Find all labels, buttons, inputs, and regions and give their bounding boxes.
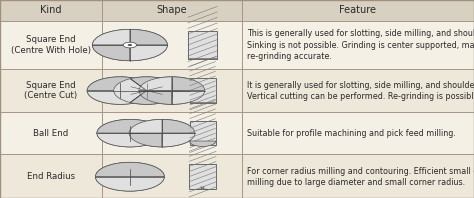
Wedge shape: [162, 133, 195, 147]
Text: Square End
(Centre Cut): Square End (Centre Cut): [24, 81, 78, 100]
Bar: [0, 112, 102, 154]
Wedge shape: [95, 162, 164, 177]
Wedge shape: [92, 29, 130, 45]
Text: End Radius: End Radius: [27, 172, 75, 181]
Text: Feature: Feature: [339, 5, 376, 15]
Wedge shape: [172, 90, 205, 104]
Wedge shape: [130, 45, 167, 61]
Circle shape: [95, 162, 164, 191]
Bar: [188, 31, 218, 59]
Bar: [242, 0, 474, 21]
Bar: [242, 154, 474, 198]
Wedge shape: [114, 79, 146, 103]
Bar: [0, 21, 102, 69]
Wedge shape: [95, 177, 164, 191]
Wedge shape: [97, 119, 163, 133]
Text: Ball End: Ball End: [33, 129, 69, 138]
Wedge shape: [87, 90, 153, 104]
Text: Suitable for profile machining and pick feed milling.: Suitable for profile machining and pick …: [247, 129, 456, 138]
Circle shape: [129, 119, 195, 147]
Wedge shape: [129, 119, 162, 133]
Wedge shape: [190, 141, 216, 147]
Wedge shape: [139, 90, 172, 104]
Wedge shape: [162, 119, 195, 133]
Circle shape: [128, 44, 132, 46]
Bar: [242, 21, 474, 69]
Wedge shape: [129, 133, 162, 147]
Bar: [188, 58, 218, 59]
Bar: [189, 164, 216, 189]
Bar: [190, 78, 216, 103]
Text: For corner radius milling and contouring. Efficient small corner radius
milling : For corner radius milling and contouring…: [247, 167, 474, 187]
Bar: [0, 69, 102, 112]
Text: This is generally used for slotting, side milling, and shoulder milling.
Sinking: This is generally used for slotting, sid…: [247, 30, 474, 61]
Circle shape: [123, 42, 137, 48]
Wedge shape: [130, 29, 167, 45]
Text: Kind: Kind: [40, 5, 62, 15]
Bar: [242, 69, 474, 112]
Text: Square End
(Centre With Hole): Square End (Centre With Hole): [11, 35, 91, 55]
Bar: [102, 69, 242, 112]
Wedge shape: [92, 45, 130, 61]
Bar: [102, 0, 242, 21]
Bar: [190, 121, 216, 145]
Circle shape: [87, 77, 153, 104]
Bar: [102, 154, 242, 198]
Bar: [0, 154, 102, 198]
Circle shape: [139, 77, 205, 104]
Wedge shape: [87, 77, 153, 90]
Bar: [102, 21, 242, 69]
Wedge shape: [97, 133, 163, 147]
Wedge shape: [130, 77, 180, 90]
Wedge shape: [172, 77, 205, 90]
Bar: [242, 112, 474, 154]
Bar: [190, 102, 216, 103]
Circle shape: [114, 77, 180, 104]
Wedge shape: [139, 77, 172, 90]
Text: Shape: Shape: [156, 5, 187, 15]
Bar: [0, 0, 102, 21]
Wedge shape: [130, 90, 180, 104]
Text: It is generally used for slotting, side milling, and shoulder milling.
Vertical : It is generally used for slotting, side …: [247, 81, 474, 101]
Circle shape: [97, 119, 163, 147]
Bar: [102, 112, 242, 154]
Circle shape: [92, 29, 167, 61]
